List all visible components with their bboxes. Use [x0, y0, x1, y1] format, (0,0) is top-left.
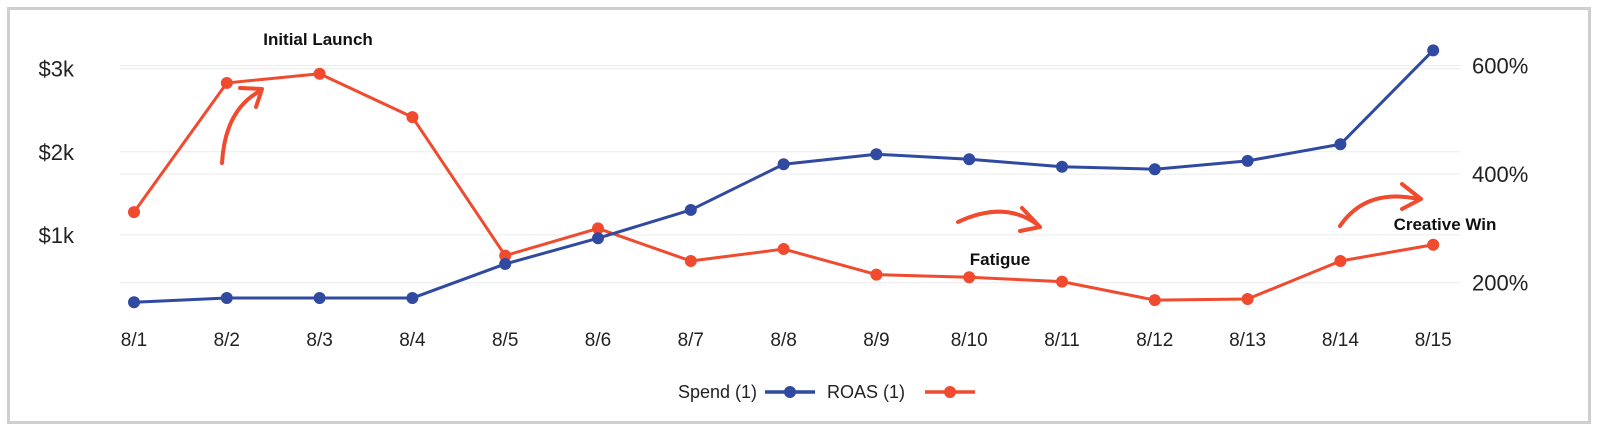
- initial-launch-arrowhead: [238, 86, 264, 109]
- data-point-spend: [499, 257, 512, 270]
- x-tick-label: 8/12: [1136, 330, 1173, 351]
- data-point-roas: [870, 268, 883, 281]
- x-tick-label: 8/15: [1415, 330, 1452, 351]
- x-tick-label: 8/10: [951, 330, 988, 351]
- right-axis-ticks: 200% 400% 600%: [1472, 54, 1528, 296]
- legend-label-roas: ROAS (1): [827, 382, 905, 402]
- annotations: Initial Launch Fatigue Creative Win: [263, 30, 1496, 269]
- data-point-spend: [592, 232, 604, 245]
- x-tick-label: 8/5: [492, 330, 518, 351]
- right-tick-label: 200%: [1472, 271, 1528, 296]
- left-tick-label: $3k: [39, 57, 75, 82]
- data-point-spend: [406, 292, 419, 305]
- x-tick-label: 8/1: [121, 330, 147, 351]
- data-point-roas: [313, 67, 326, 80]
- x-axis-ticks: 8/1 8/2 8/3 8/4 8/5 8/6 8/7 8/8 8/9 8/10 8/11 8/12 8…: [121, 330, 1452, 351]
- data-point-roas: [220, 76, 233, 89]
- legend-marker-spend: [784, 386, 796, 398]
- creative-win-arrow: [1338, 194, 1420, 228]
- legend: Spend (1) ROAS (1): [678, 382, 975, 402]
- data-point-spend: [1334, 138, 1347, 151]
- data-point-spend: [777, 158, 790, 171]
- data-point-roas: [406, 111, 419, 124]
- data-point-spend: [870, 148, 883, 161]
- data-point-spend: [313, 292, 326, 305]
- initial-launch-arrow: [220, 89, 262, 165]
- x-tick-label: 8/7: [678, 330, 704, 351]
- series-line-roas: [132, 72, 1434, 302]
- x-tick-label: 8/6: [585, 330, 611, 351]
- data-point-roas: [1427, 238, 1440, 251]
- left-tick-label: $2k: [39, 140, 75, 165]
- legend-label-spend: Spend (1): [678, 382, 757, 402]
- data-point-roas: [1334, 255, 1347, 267]
- x-tick-label: 8/4: [399, 330, 426, 351]
- data-point-roas: [684, 255, 697, 267]
- data-point-roas: [1056, 275, 1068, 288]
- legend-marker-roas: [944, 386, 956, 398]
- data-point-roas: [499, 249, 512, 262]
- data-point-spend: [1427, 44, 1440, 57]
- annotation-arrows: [220, 86, 1423, 233]
- chart-frame: [7, 7, 1591, 424]
- annotation-initial-launch: Initial Launch: [263, 30, 373, 49]
- x-tick-label: 8/9: [863, 330, 889, 351]
- data-point-spend: [1148, 163, 1161, 176]
- data-point-roas: [128, 206, 140, 219]
- data-point-spend: [128, 296, 140, 309]
- annotation-creative-win: Creative Win: [1394, 215, 1497, 234]
- left-axis-ticks: $1k $2k $3k: [39, 57, 75, 248]
- creative-win-arrowhead: [1400, 182, 1423, 211]
- x-tick-label: 8/14: [1322, 330, 1359, 351]
- x-tick-label: 8/2: [214, 330, 240, 351]
- gridlines: [120, 65, 1460, 284]
- data-point-spend: [220, 292, 233, 305]
- series-spend: [128, 44, 1440, 309]
- right-tick-label: 400%: [1472, 162, 1528, 187]
- x-tick-label: 8/3: [306, 330, 332, 351]
- x-tick-label: 8/13: [1229, 330, 1266, 351]
- series-layer: [128, 44, 1440, 309]
- series-roas: [128, 67, 1440, 307]
- data-point-spend: [1056, 160, 1068, 173]
- data-point-roas: [1241, 293, 1254, 305]
- data-point-roas: [963, 271, 976, 284]
- data-point-spend: [1241, 154, 1254, 167]
- right-tick-label: 600%: [1472, 54, 1528, 79]
- data-point-spend: [963, 153, 976, 166]
- data-point-roas: [1148, 294, 1161, 307]
- fatigue-arrowhead: [1018, 206, 1042, 233]
- x-tick-label: 8/8: [770, 330, 796, 351]
- left-tick-label: $1k: [39, 223, 75, 248]
- data-point-spend: [684, 203, 697, 216]
- series-line-spend: [133, 49, 1435, 304]
- data-point-roas: [592, 222, 604, 235]
- annotation-fatigue: Fatigue: [970, 250, 1030, 269]
- x-tick-label: 8/11: [1044, 330, 1080, 351]
- data-point-roas: [777, 243, 790, 256]
